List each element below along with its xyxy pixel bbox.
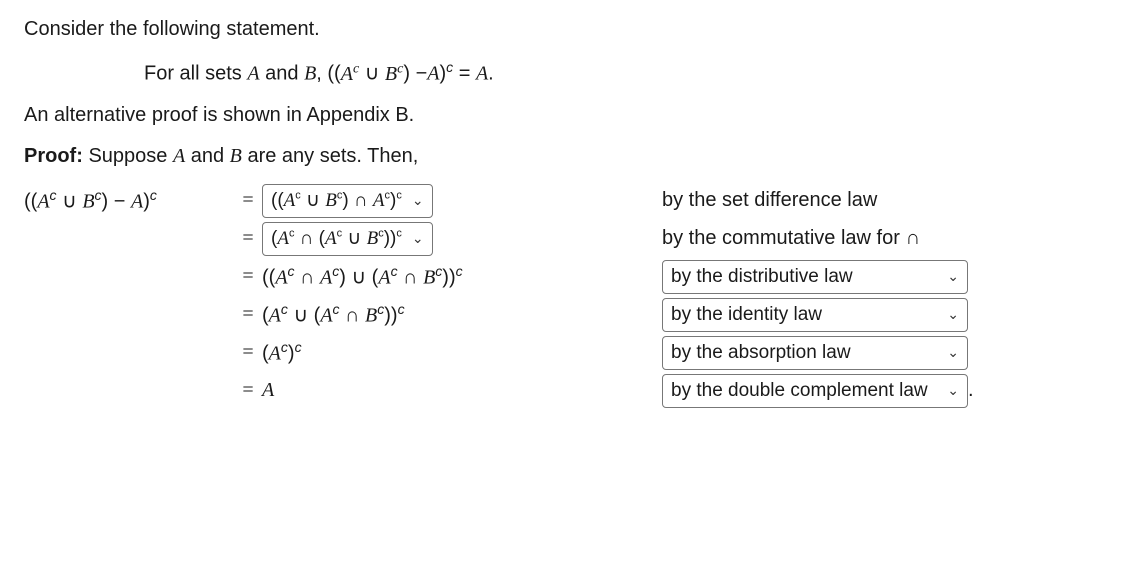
statement-comma: , (( [316, 63, 340, 85]
statement-eq: = [453, 63, 476, 85]
reason-select-5-value: by the absorption law [671, 342, 851, 364]
reason-select-6[interactable]: by the double complement law ⌄ [662, 374, 968, 408]
proof-B: B [230, 145, 242, 167]
statement-A: A [247, 63, 259, 85]
reason-select-3-value: by the distributive law [671, 266, 853, 288]
rhs-select-2-value: (Ac ∩ (Ac ∪ Bc))c [271, 227, 402, 250]
equals-sign: = [234, 341, 262, 364]
equals-sign: = [234, 303, 262, 326]
proof-suppose: Suppose [83, 145, 173, 167]
proof-row: = (Ac ∩ (Ac ∪ Bc))c ⌄ by the commutative… [24, 222, 1121, 256]
statement-cup: ∪ [359, 63, 385, 85]
proof-A: A [173, 145, 185, 167]
rhs-select-1-value: ((Ac ∪ Bc) ∩ Ac)c [271, 189, 402, 212]
trailing-period: . [968, 379, 974, 401]
statement-Arhs: A [476, 63, 488, 85]
reason-select-3[interactable]: by the distributive law ⌄ [662, 260, 968, 294]
chevron-down-icon: ⌄ [947, 306, 959, 323]
rhs-select-2[interactable]: (Ac ∩ (Ac ∪ Bc))c ⌄ [262, 222, 433, 256]
reason-select-5[interactable]: by the absorption law ⌄ [662, 336, 968, 370]
statement-and: and [260, 63, 304, 85]
rhs-4: (Ac ∪ (Ac ∩ Bc))c [262, 301, 662, 328]
rhs-5: (Ac)c [262, 339, 662, 366]
reason-select-4[interactable]: by the identity law ⌄ [662, 298, 968, 332]
intro-text: Consider the following statement. [24, 18, 1121, 41]
reason-1: by the set difference law [662, 189, 1145, 212]
chevron-down-icon: ⌄ [947, 344, 959, 361]
chevron-down-icon: ⌄ [947, 268, 959, 285]
statement-minus: ) − [403, 63, 427, 85]
rhs-6: A [262, 379, 662, 402]
proof-row: = A by the double complement law ⌄ . [24, 374, 1121, 408]
proof-row: = (Ac ∪ (Ac ∩ Bc))c by the identity law … [24, 298, 1121, 332]
statement-Ac: Ac [341, 63, 359, 85]
equals-sign: = [234, 189, 262, 212]
proof-rest: are any sets. Then, [242, 145, 418, 167]
proof-row: ((Ac ∪ Bc) − A)c = ((Ac ∪ Bc) ∩ Ac)c ⌄ b… [24, 184, 1121, 218]
reason-select-6-value: by the double complement law [671, 380, 928, 402]
proof-label: Proof: [24, 145, 83, 167]
rhs-select-1[interactable]: ((Ac ∪ Bc) ∩ Ac)c ⌄ [262, 184, 433, 218]
proof-row: = ((Ac ∩ Ac) ∪ (Ac ∩ Bc))c by the distri… [24, 260, 1121, 294]
reason-2: by the commutative law for ∩ [662, 227, 1145, 250]
statement-B: B [304, 63, 316, 85]
statement-prefix: For all sets [144, 63, 247, 85]
proof-header: Proof: Suppose A and B are any sets. The… [24, 145, 1121, 168]
statement-Bc: Bc [385, 63, 403, 85]
rhs-3: ((Ac ∩ Ac) ∪ (Ac ∩ Bc))c [262, 263, 662, 290]
equals-sign: = [234, 379, 262, 402]
equals-sign: = [234, 227, 262, 250]
chevron-down-icon: ⌄ [947, 382, 959, 399]
statement: For all sets A and B, ((Ac ∪ Bc) −A)c = … [24, 59, 1121, 86]
lhs-expression: ((Ac ∪ Bc) − A)c [24, 187, 234, 214]
appendix-note: An alternative proof is shown in Appendi… [24, 104, 1121, 127]
chevron-down-icon: ⌄ [412, 192, 424, 209]
chevron-down-icon: ⌄ [412, 230, 424, 247]
statement-A2: A [427, 63, 439, 85]
reason-select-4-value: by the identity law [671, 304, 822, 326]
equals-sign: = [234, 265, 262, 288]
statement-period: . [488, 63, 494, 85]
proof-and: and [185, 145, 229, 167]
proof-row: = (Ac)c by the absorption law ⌄ [24, 336, 1121, 370]
